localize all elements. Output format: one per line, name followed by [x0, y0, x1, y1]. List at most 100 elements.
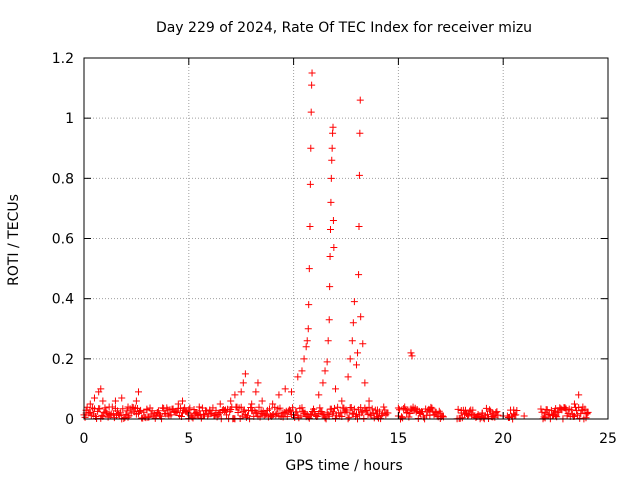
- data-point: [579, 403, 587, 411]
- data-point: [307, 144, 315, 152]
- data-point: [206, 406, 214, 414]
- baseline-point: [83, 403, 91, 411]
- data-points: [82, 69, 591, 420]
- data-point: [323, 358, 331, 366]
- baseline-point: [584, 408, 592, 416]
- data-point: [583, 409, 591, 417]
- data-point: [179, 397, 187, 405]
- data-point: [308, 69, 316, 77]
- y-tick-label: 0: [65, 412, 74, 428]
- baseline-point: [435, 407, 443, 415]
- data-point: [241, 370, 249, 378]
- baseline-point: [255, 403, 263, 411]
- baseline-point: [352, 410, 360, 418]
- data-point: [304, 325, 312, 333]
- data-point: [349, 319, 357, 327]
- data-point: [321, 367, 329, 375]
- baseline-point: [220, 407, 228, 415]
- baseline-point: [538, 408, 546, 416]
- baseline-point: [358, 409, 366, 417]
- data-point: [384, 409, 392, 417]
- data-point: [254, 379, 262, 387]
- data-point: [248, 400, 256, 408]
- baseline-point: [124, 413, 132, 421]
- data-point: [356, 96, 364, 104]
- x-tick-label: 0: [80, 431, 89, 447]
- baseline-point: [401, 403, 409, 411]
- baseline-point: [101, 404, 109, 412]
- y-tick-label: 0.4: [52, 292, 74, 308]
- data-point: [134, 388, 142, 396]
- data-point: [357, 313, 365, 321]
- data-point: [325, 316, 333, 324]
- data-point: [258, 397, 266, 405]
- y-tick-label: 0.8: [52, 171, 74, 187]
- data-point: [326, 253, 334, 261]
- x-axis-label: GPS time / hours: [285, 458, 402, 474]
- baseline-point: [289, 404, 297, 412]
- data-point: [329, 129, 337, 137]
- data-point: [552, 412, 560, 420]
- y-tick-label: 0.2: [52, 352, 74, 368]
- baseline-point: [432, 408, 440, 416]
- baseline-point: [167, 411, 175, 419]
- baseline-point: [210, 412, 218, 420]
- baseline-band: [80, 403, 592, 423]
- data-point: [510, 406, 518, 414]
- baseline-point: [366, 410, 374, 418]
- data-point: [118, 394, 126, 402]
- baseline-point: [365, 403, 373, 411]
- data-point: [305, 265, 313, 273]
- baseline-point: [337, 409, 345, 417]
- baseline-point: [293, 408, 301, 416]
- data-point: [288, 388, 296, 396]
- data-point: [105, 403, 113, 411]
- x-tick-label: 10: [285, 431, 303, 447]
- grid-lines: [84, 58, 608, 419]
- baseline-point: [379, 410, 387, 418]
- data-point: [327, 174, 335, 182]
- baseline-point: [240, 406, 248, 414]
- baseline-point: [576, 414, 584, 422]
- data-point: [575, 391, 583, 399]
- data-point: [281, 385, 289, 393]
- baseline-point: [486, 406, 494, 414]
- data-point: [195, 403, 203, 411]
- data-point: [143, 406, 151, 414]
- data-point: [361, 379, 369, 387]
- baseline-point: [414, 414, 422, 422]
- baseline-point: [493, 408, 501, 416]
- data-point: [306, 222, 314, 230]
- baseline-point: [109, 410, 117, 418]
- data-point: [305, 301, 313, 309]
- baseline-point: [223, 411, 231, 419]
- data-point: [124, 403, 132, 411]
- data-point: [415, 409, 423, 417]
- data-point: [408, 352, 416, 360]
- data-point: [354, 349, 362, 357]
- data-point: [478, 409, 486, 417]
- x-tick-label: 5: [184, 431, 193, 447]
- x-tick-label: 15: [389, 431, 407, 447]
- baseline-point: [276, 404, 284, 412]
- baseline-point: [189, 414, 197, 422]
- baseline-point: [347, 403, 355, 411]
- baseline-point: [537, 405, 545, 413]
- baseline-point: [272, 411, 280, 419]
- x-tick-label: 25: [599, 431, 617, 447]
- baseline-point: [311, 407, 319, 415]
- baseline-point: [160, 404, 168, 412]
- baseline-point: [419, 408, 427, 416]
- data-point: [90, 394, 98, 402]
- data-point: [306, 180, 314, 188]
- data-point: [111, 397, 119, 405]
- data-point: [328, 144, 336, 152]
- data-point: [359, 340, 367, 348]
- data-point: [436, 409, 444, 417]
- data-point: [338, 397, 346, 405]
- baseline-point: [193, 411, 201, 419]
- data-point: [332, 385, 340, 393]
- data-point: [329, 216, 337, 224]
- baseline-point: [265, 405, 273, 413]
- baseline-point: [242, 413, 250, 421]
